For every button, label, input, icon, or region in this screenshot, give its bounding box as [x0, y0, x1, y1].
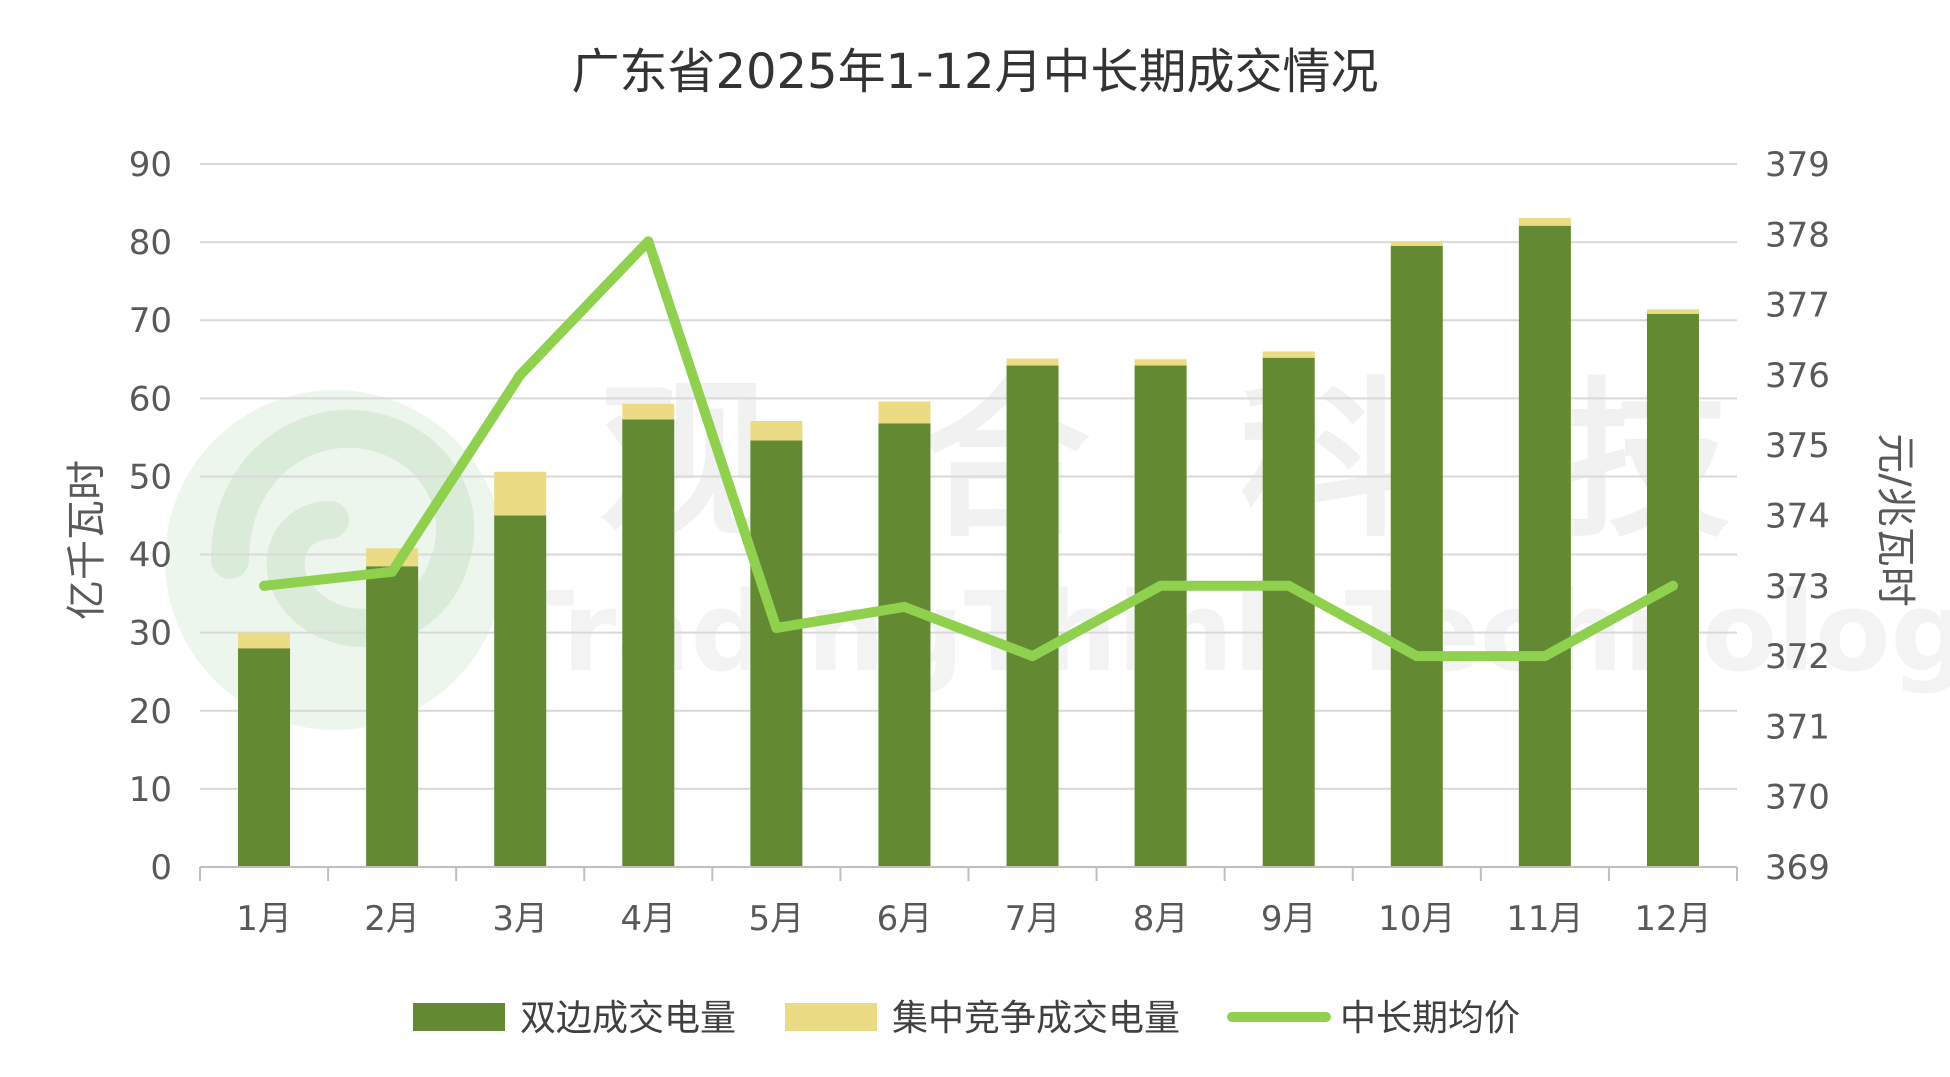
x-tick-label: 2月: [364, 899, 420, 939]
y-right-tick-label: 369: [1765, 848, 1830, 888]
x-tick-label: 3月: [492, 899, 548, 939]
y-left-tick-label: 0: [150, 848, 172, 888]
y-left-tick-label: 50: [129, 457, 172, 497]
bar-bilateral: [1390, 246, 1443, 867]
x-tick-label: 10月: [1378, 899, 1455, 939]
price-point: [643, 236, 654, 247]
price-point: [1155, 580, 1166, 591]
legend-label-bilateral: 双边成交电量: [520, 998, 736, 1039]
bar-centralized: [1006, 358, 1059, 366]
bar-centralized: [1262, 351, 1315, 358]
price-point: [1411, 651, 1422, 662]
legend-swatch-bilateral: [413, 1003, 505, 1031]
y-right-tick-label: 374: [1765, 497, 1830, 537]
legend-swatch-centralized: [785, 1003, 877, 1031]
x-axis: [199, 866, 1738, 881]
bar-bilateral: [494, 515, 547, 867]
bar-centralized: [238, 632, 291, 649]
x-tick-label: 9月: [1261, 899, 1317, 939]
y-right-tick-label: 371: [1765, 707, 1830, 747]
y-right-tick-label: 379: [1765, 145, 1830, 185]
bar-centralized: [878, 401, 931, 424]
bar-bilateral: [750, 440, 803, 867]
chart-title: 广东省2025年1-12月中长期成交情况: [571, 44, 1378, 100]
bar-bilateral: [1134, 365, 1187, 867]
y-left-tick-label: 90: [129, 145, 172, 185]
bar-centralized: [750, 420, 803, 441]
legend: 双边成交电量 集中竞争成交电量 中长期均价: [413, 998, 1520, 1039]
bar-centralized: [1134, 359, 1187, 366]
y-axis-left-label: 亿千瓦时: [64, 460, 110, 620]
price-point: [1027, 651, 1038, 662]
price-point: [899, 601, 910, 612]
y-left-tick-label: 20: [129, 692, 172, 732]
y-right-tick-label: 376: [1765, 356, 1830, 396]
price-line-layer: [259, 236, 1678, 662]
price-point: [515, 369, 526, 380]
y-left-tick-label: 30: [129, 614, 172, 654]
bar-bilateral: [1262, 357, 1315, 867]
y-left-tick-label: 80: [129, 223, 172, 263]
bar-centralized: [1390, 241, 1443, 247]
bar-centralized: [622, 403, 675, 420]
y-left-tick-label: 60: [129, 379, 172, 419]
y-left-tick-label: 70: [129, 301, 172, 341]
x-tick-label: 11月: [1506, 899, 1583, 939]
y-axis-right-label: 元/兆瓦时: [1872, 433, 1918, 606]
price-point: [259, 580, 270, 591]
x-axis-ticks: 1月 2月 3月 4月 5月 6月 7月 8月 9月 10月 11月 12月: [236, 899, 1711, 939]
x-tick-label: 1月: [236, 899, 292, 939]
y-left-tick-label: 40: [129, 536, 172, 576]
x-tick-label: 6月: [877, 899, 933, 939]
y-right-tick-label: 375: [1765, 426, 1830, 466]
y-axis-left-ticks: 0 10 20 30 40 50 60 70 80 90: [129, 145, 172, 888]
y-right-tick-label: 373: [1765, 567, 1830, 607]
x-tick-label: 4月: [620, 899, 676, 939]
x-tick-label: 8月: [1133, 899, 1189, 939]
bar-bilateral: [1006, 365, 1059, 867]
bars: [238, 217, 1699, 868]
price-point: [1539, 651, 1550, 662]
x-tick-label: 12月: [1634, 899, 1711, 939]
bar-bilateral: [238, 648, 291, 867]
y-right-tick-label: 377: [1765, 286, 1830, 326]
bar-centralized: [1646, 309, 1699, 314]
legend-label-price: 中长期均价: [1340, 998, 1520, 1039]
legend-label-centralized: 集中竞争成交电量: [892, 998, 1180, 1039]
price-point: [771, 622, 782, 633]
bar-bilateral: [878, 423, 931, 867]
x-tick-label: 7月: [1005, 899, 1061, 939]
x-tick-label: 5月: [749, 899, 805, 939]
price-line: [259, 236, 1678, 662]
y-axis-right-ticks: 369 370 371 372 373 374 375 376 377 378 379: [1765, 145, 1830, 888]
y-right-tick-label: 372: [1765, 637, 1830, 677]
bar-centralized: [1518, 217, 1571, 226]
price-point: [1283, 580, 1294, 591]
y-left-tick-label: 10: [129, 770, 172, 810]
price-point: [1667, 580, 1678, 591]
y-right-tick-label: 370: [1765, 778, 1830, 818]
bar-bilateral: [1518, 225, 1571, 868]
bar-centralized: [494, 471, 547, 516]
y-right-tick-label: 378: [1765, 215, 1830, 255]
bar-bilateral: [622, 419, 675, 867]
bar-bilateral: [366, 566, 419, 867]
price-point: [387, 566, 398, 577]
